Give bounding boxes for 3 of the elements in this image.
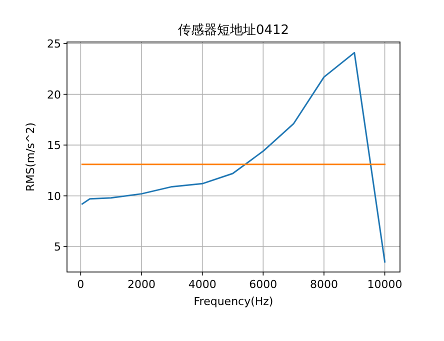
ylabel: RMS(m/s^2) bbox=[24, 122, 37, 192]
title: 传感器短地址0412 bbox=[178, 23, 290, 38]
xlabel: Frequency(Hz) bbox=[194, 295, 274, 308]
